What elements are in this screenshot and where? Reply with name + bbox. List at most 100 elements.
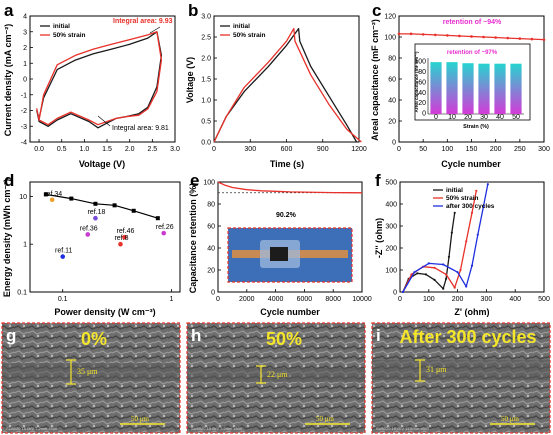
data-point-f-1 <box>453 286 456 289</box>
data-point-f-2 <box>427 262 430 265</box>
series-line-f-0 <box>402 212 456 293</box>
data-point-f-2 <box>486 183 489 186</box>
data-point-f-2 <box>465 285 468 288</box>
reference-point-d <box>122 234 127 240</box>
ticks-b: 0 300 600 900 1200 0.0 0.5 1.0 1.5 2.0 2.5 3.0 <box>201 14 367 154</box>
data-point-f-0 <box>416 272 419 275</box>
ticks-e: 0 2000 4000 6000 8000 10000 0 20 40 60 80 100 <box>203 180 372 304</box>
inset-annotation-c: retention of ~97% <box>447 50 498 56</box>
y-tick-label-c: 20 <box>388 119 396 126</box>
panel-a: a Voltage (V) Current density (mA cm⁻²) … <box>3 1 180 169</box>
thickness-label-g: 35 μm <box>77 367 98 376</box>
y-tick-label-f: 0 <box>393 290 397 297</box>
inset-x-label-c: Strain (%) <box>463 124 489 130</box>
x-tick-label-e: 8000 <box>325 296 341 303</box>
y-tick-label-f: 400 <box>385 202 397 209</box>
x-tick-label-a: 2.5 <box>147 146 157 153</box>
reference-point-d <box>118 241 123 247</box>
annotation-area-a-bottom: Integral area: 9.81 <box>112 125 169 132</box>
series-line-d <box>45 193 158 219</box>
x-tick-label-a: 0.5 <box>57 146 67 153</box>
data-point-f-2 <box>476 233 479 236</box>
data-point-c-0 <box>518 37 522 40</box>
series-lines-e <box>217 181 363 194</box>
y-axis-label-a: Current density (mA cm⁻²) <box>3 24 13 136</box>
y-tick-label-a: 2 <box>23 45 27 52</box>
sem-meta-g: SU8020 15.0kV 7.2mm x500 <box>6 426 58 431</box>
data-point-f-2 <box>456 271 459 274</box>
legend-label-initial-b: initial <box>233 23 250 30</box>
annotation-retention-e: 90.2% <box>276 212 297 219</box>
x-tick-label-c: 200 <box>490 146 502 153</box>
x-axis-label-b: Time (s) <box>270 159 304 169</box>
legend-label-strain-f: 50% strain <box>446 195 479 202</box>
panel-c: c Cycle number Areal capacitance (mF cm⁻… <box>370 1 550 169</box>
y-tick-label-d: 1 <box>23 242 27 249</box>
x-tick-label-f: 0 <box>398 296 402 303</box>
series-line-f-2 <box>402 184 489 293</box>
y-tick-label-b: 3.0 <box>201 14 211 21</box>
reference-point-d <box>161 230 167 236</box>
reference-label-d: ref.34 <box>44 191 62 198</box>
y-axis-label-f: -Z'' (ohm) <box>374 218 384 258</box>
annotation-retention-c: retention of ~94% <box>443 19 502 26</box>
y-tick-label-e: 40 <box>207 246 215 253</box>
thickness-label-i: 31 μm <box>426 365 447 374</box>
series-lines-c <box>397 32 546 41</box>
legend-label-initial-a: initial <box>53 23 70 30</box>
y-tick-label-e: 100 <box>203 180 215 187</box>
legend-label-after-f: after 300 cycles <box>446 203 495 210</box>
series-lines-f <box>401 183 489 294</box>
panel-letter-d: d <box>4 171 14 190</box>
inset-y-label-c: Areal capacitance (mF cm⁻²) <box>414 51 419 112</box>
y-tick-label-c: 120 <box>384 14 396 21</box>
y-tick-label-c: 40 <box>388 98 396 105</box>
data-point-f-0 <box>444 277 448 280</box>
data-point-f-1 <box>444 273 448 276</box>
inset-bar-c <box>430 62 442 114</box>
y-tick-label-e: 60 <box>207 224 215 231</box>
x-tick-label-a: 1.0 <box>80 146 90 153</box>
y-tick-label-a: -1 <box>21 92 27 99</box>
data-point-c-0 <box>470 35 473 38</box>
y-tick-label-f: 500 <box>385 180 397 187</box>
reference-label-d: ref.8 <box>114 235 128 242</box>
y-tick-label-a: -3 <box>21 124 27 131</box>
data-point-c-0 <box>506 36 510 40</box>
scale-bar-label-g: 50 μm <box>131 415 150 423</box>
reference-point-d <box>93 215 98 221</box>
x-axis-label-e: Cycle number <box>260 307 320 317</box>
scale-bar-label-i: 50 μm <box>501 415 520 423</box>
data-point-f-2 <box>470 264 474 267</box>
x-tick-label-e: 4000 <box>268 296 284 303</box>
y-axis-label-b: Voltage (V) <box>185 57 195 103</box>
x-tick-label-d: 1 <box>169 296 173 303</box>
data-point-f-0 <box>442 287 445 290</box>
x-axis-label-f: Z' (ohm) <box>454 307 489 317</box>
inset-y-tick-label-c: 40 <box>418 90 426 97</box>
x-tick-label-f: 400 <box>509 296 521 303</box>
reference-label-d: ref.18 <box>87 209 105 216</box>
x-axis-label-a: Voltage (V) <box>79 159 125 169</box>
x-tick-label-e: 2000 <box>239 296 255 303</box>
y-tick-label-e: 20 <box>207 268 215 275</box>
panel-letter-e: e <box>190 171 199 190</box>
y-tick-label-c: 100 <box>384 35 396 42</box>
data-point-f-2 <box>482 205 485 208</box>
y-tick-label-b: 0.0 <box>201 140 211 147</box>
y-axis-label-c: Areal capacitance (mF cm⁻²) <box>370 19 380 141</box>
sem-meta-h: SU8020 15.0kV 7.2mm x500 <box>191 426 243 431</box>
panel-letter-b: b <box>188 1 198 20</box>
data-point-c-0 <box>409 32 413 36</box>
data-point-c-0 <box>530 37 534 41</box>
sem-strain-label-h: 50% <box>266 329 302 349</box>
x-tick-label-b: 600 <box>281 146 293 153</box>
data-point-c-0 <box>421 33 425 36</box>
panel-letter-f: f <box>375 171 381 190</box>
legend-label-strain-b: 50% strain <box>233 32 266 39</box>
data-point-f-1 <box>433 266 436 269</box>
y-tick-label-c: 60 <box>388 77 396 84</box>
reference-point-d <box>60 254 66 259</box>
y-tick-label-a: -4 <box>21 140 27 147</box>
